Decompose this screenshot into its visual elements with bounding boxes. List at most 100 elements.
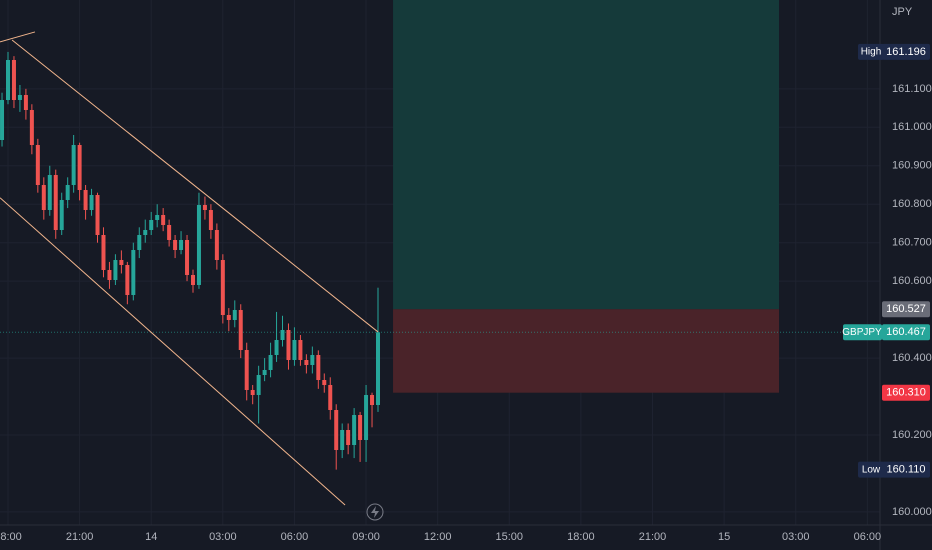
axis-unit: JPY	[892, 6, 913, 18]
plot-area	[0, 0, 880, 506]
candle-body	[0, 100, 5, 140]
marker-name-bg	[858, 461, 884, 478]
candle-body	[268, 355, 273, 370]
marker-price-label-bg	[882, 43, 930, 60]
candle-body	[310, 355, 315, 365]
candle-body	[364, 395, 369, 440]
marker-name-bg	[858, 43, 884, 60]
current-price-label-bg	[882, 324, 930, 341]
candle-body	[256, 375, 261, 395]
candle-body	[322, 380, 327, 385]
replay-icon[interactable]	[366, 503, 384, 521]
candle-body	[17, 95, 22, 100]
axes: 161.100 161.000 160.900 160.800 160.700 160.6…	[0, 43, 932, 543]
candle-body	[190, 275, 195, 285]
y-tick-label: 160.700	[892, 237, 932, 249]
candle-body	[137, 235, 142, 250]
current-price-label: 160.467	[886, 326, 926, 338]
candle-body	[161, 215, 166, 225]
candle-body	[185, 240, 190, 275]
entry-price-label: 160.527	[886, 303, 926, 315]
x-tick-label: 15:00	[496, 531, 524, 543]
marker-price-label: 160.110	[887, 464, 926, 476]
candle-body	[23, 95, 28, 110]
x-tick-label: 06:00	[281, 531, 309, 543]
x-tick-label: 21:00	[66, 531, 94, 543]
trend-line	[0, 197, 346, 506]
x-tick-label: 03:00	[209, 531, 237, 543]
candle-body	[232, 310, 237, 320]
candle-body	[304, 360, 309, 365]
loss-zone	[393, 309, 780, 393]
candle-body	[370, 395, 375, 405]
candle-body	[89, 195, 94, 210]
y-tick-label: 161.100	[892, 83, 932, 95]
x-tick-label: 14	[145, 531, 157, 543]
candle-body	[167, 225, 172, 240]
candle-body	[202, 205, 207, 210]
y-tick-label: 160.200	[892, 429, 932, 441]
candle-body	[5, 60, 10, 100]
candle-body	[196, 205, 201, 285]
y-tick-label: 161.000	[892, 121, 932, 133]
candle-body	[346, 430, 351, 445]
candle-body	[262, 370, 267, 375]
candle-body	[29, 110, 34, 145]
stop-price-label: 160.310	[886, 387, 926, 399]
marker-price-label-bg	[882, 461, 930, 478]
candle-body	[53, 175, 58, 230]
candle-body	[143, 230, 148, 235]
candle-body	[101, 235, 106, 270]
candle-body	[71, 145, 76, 185]
candle-body	[179, 240, 184, 250]
symbol-label-bg	[843, 324, 882, 341]
x-tick-label: 09:00	[352, 531, 380, 543]
candle-body	[375, 332, 380, 405]
candle-body	[47, 175, 52, 210]
candle-body	[298, 340, 303, 360]
x-tick-label: 18:00	[0, 531, 22, 543]
marker-name: Low	[862, 464, 881, 475]
candle-body	[328, 385, 333, 410]
marker-name: High	[861, 47, 882, 58]
candle-body	[107, 270, 112, 280]
candle-body	[125, 265, 130, 295]
grid	[0, 0, 880, 525]
y-tick-label: 160.800	[892, 198, 932, 210]
candle-body	[65, 185, 70, 200]
candle-body	[340, 430, 345, 450]
candle-body	[352, 415, 357, 445]
x-tick-label: 21:00	[639, 531, 667, 543]
candle-body	[280, 330, 285, 340]
candle-body	[83, 190, 88, 210]
candle-body	[250, 390, 255, 395]
candle-body	[77, 145, 82, 190]
trend-line	[11, 39, 379, 333]
candle-body	[334, 410, 339, 450]
marker-price-label: 161.196	[886, 46, 926, 58]
y-tick-label: 160.400	[892, 352, 932, 364]
profit-zone	[393, 0, 780, 310]
candle-body	[131, 250, 136, 295]
candle-body	[173, 240, 178, 250]
trend-line	[0, 31, 36, 43]
candle-body	[113, 260, 118, 280]
x-tick-label: 03:00	[782, 531, 810, 543]
candle-body	[358, 415, 363, 440]
candle-body	[316, 355, 321, 380]
candle-body	[292, 340, 297, 360]
x-tick-label: 06:00	[854, 531, 882, 543]
replay-icon-bolt	[371, 506, 379, 518]
candle-body	[226, 315, 231, 320]
candle-body	[286, 330, 291, 360]
y-tick-label: 160.600	[892, 275, 932, 287]
entry-price-label-bg	[882, 301, 930, 318]
x-tick-label: 15	[718, 531, 730, 543]
candle-body	[274, 340, 279, 355]
candle-body	[220, 260, 225, 315]
candle-body	[155, 215, 160, 220]
candle-body	[149, 220, 154, 230]
candle-body	[35, 145, 40, 185]
candle-body	[11, 60, 16, 100]
